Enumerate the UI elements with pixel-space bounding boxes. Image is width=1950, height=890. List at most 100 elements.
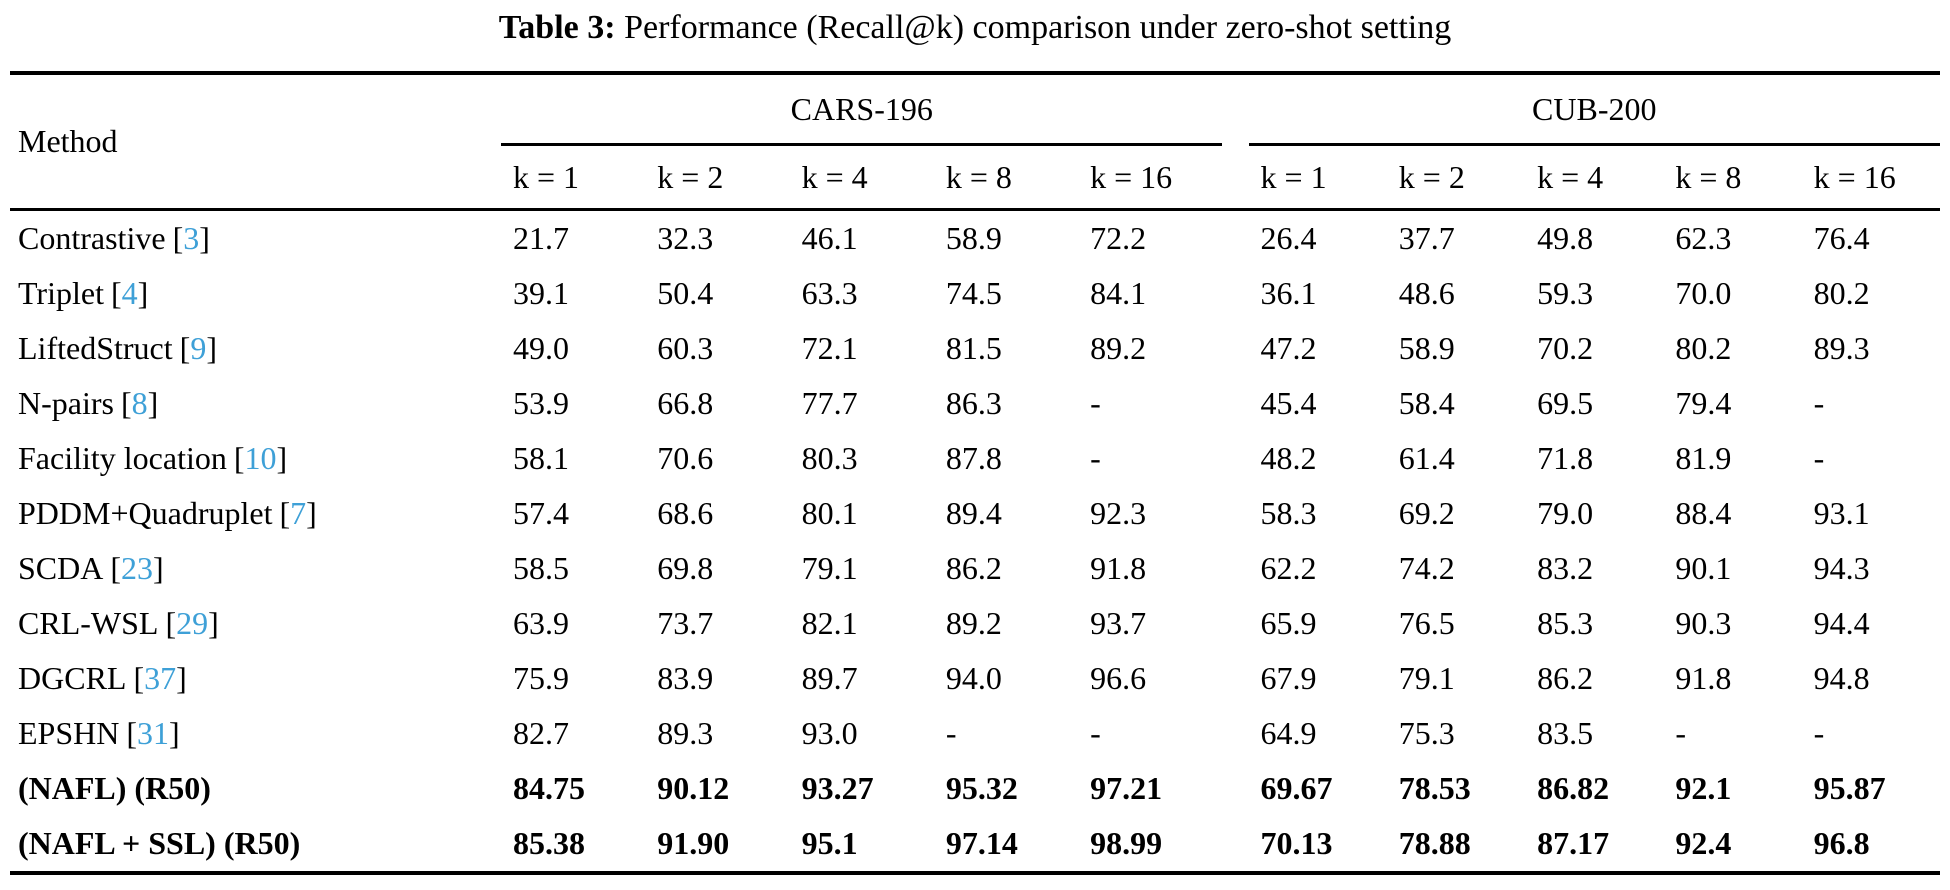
value-cell-cars-k1: 84.75 — [513, 770, 585, 806]
method-cell: SCDA [23] — [10, 541, 501, 596]
citation-number[interactable]: 31 — [137, 715, 170, 751]
citation-bracket-open: [ — [172, 220, 184, 256]
value-cell-cars-k1: 39.1 — [513, 275, 569, 311]
table-row: Triplet [4] 39.1 50.4 63.3 74.5 84.1 36.1 48.6 59… — [10, 266, 1940, 321]
value-cell-cars-k1: 75.9 — [513, 660, 569, 696]
value-cell-cub-k4: 49.8 — [1537, 220, 1594, 256]
value-cell-cub-k1: 70.13 — [1248, 816, 1387, 875]
value-cell-cub-k8: 90.3 — [1675, 605, 1732, 641]
citation[interactable]: [29] — [165, 605, 218, 641]
value-cell-cars-k16: 84.1 — [1090, 275, 1147, 311]
method-cell: Contrastive [3] — [10, 210, 501, 267]
citation-number[interactable]: 23 — [121, 550, 154, 586]
value-cell-cars-k16: 92.3 — [1090, 495, 1147, 531]
citation-number[interactable]: 7 — [290, 495, 307, 531]
value-cell-cars-k1: 53.9 — [513, 385, 569, 421]
value-cell-cars-k2: 70.6 — [657, 440, 714, 476]
method-label: (NAFL) (R50) — [18, 770, 211, 806]
value-cell-cars-k8: 74.5 — [945, 275, 1002, 311]
citation[interactable]: [7] — [280, 495, 317, 531]
column-gap — [1222, 651, 1248, 706]
citation[interactable]: [37] — [133, 660, 186, 696]
method-label: N-pairs — [18, 385, 114, 421]
citation-bracket-open: [ — [126, 715, 138, 751]
value-cell-cars-k1: 82.7 — [513, 715, 569, 751]
value-cell-cub-k8: 92.4 — [1663, 816, 1802, 875]
citation-number[interactable]: 8 — [131, 385, 148, 421]
value-cell-cars-k1: 49.0 — [513, 330, 569, 366]
citation[interactable]: [10] — [234, 440, 287, 476]
method-cell: N-pairs [8] — [10, 376, 501, 431]
citation-number[interactable]: 37 — [144, 660, 177, 696]
value-cell-cars-k16: 96.6 — [1090, 660, 1147, 696]
column-gap — [1222, 321, 1248, 376]
table-row: CRL-WSL [29] 63.9 73.7 82.1 89.2 93.7 65.9 76.5 8… — [10, 596, 1940, 651]
citation-number[interactable]: 9 — [190, 330, 207, 366]
value-cell-cub-k1: 58.3 — [1260, 495, 1317, 531]
value-cell-cars-k8: 86.3 — [945, 385, 1002, 421]
citation-number[interactable]: 4 — [121, 275, 138, 311]
table-row: Contrastive [3] 21.7 32.3 46.1 58.9 72.2 26.4 37… — [10, 210, 1940, 267]
table-row: (NAFL) (R50) 84.75 90.12 93.27 95.32 97.21 69.… — [10, 761, 1940, 816]
value-cell-cub-k4: 83.2 — [1537, 550, 1594, 586]
method-label: EPSHN — [18, 715, 120, 751]
value-cell-cars-k1: 58.1 — [513, 440, 569, 476]
value-cell-cub-k1: 48.2 — [1260, 440, 1317, 476]
citation[interactable]: [4] — [111, 275, 148, 311]
value-cell-cub-k8: 81.9 — [1675, 440, 1732, 476]
citation-number[interactable]: 29 — [176, 605, 209, 641]
citation-bracket-close: ] — [206, 330, 217, 366]
value-cell-cars-k2: 83.9 — [657, 660, 714, 696]
citation-bracket-open: [ — [133, 660, 145, 696]
value-cell-cub-k16: 95.87 — [1813, 770, 1886, 806]
value-cell-cub-k1: 69.67 — [1260, 770, 1333, 806]
value-cell-cars-k1: 57.4 — [513, 495, 569, 531]
value-cell-cub-k16: 93.1 — [1813, 495, 1870, 531]
value-cell-cars-k2: 73.7 — [657, 605, 714, 641]
value-cell-cub-k16: - — [1813, 385, 1825, 421]
citation[interactable]: [23] — [110, 550, 163, 586]
value-cell-cars-k4: 72.1 — [801, 330, 858, 366]
column-gap — [1222, 376, 1248, 431]
citation-bracket-open: [ — [279, 495, 291, 531]
citation-bracket-open: [ — [110, 550, 122, 586]
value-cell-cub-k16: - — [1813, 715, 1825, 751]
citation-bracket-open: [ — [121, 385, 132, 421]
group-header-cub-200: CUB-200 — [1248, 73, 1940, 146]
value-cell-cars-k8: 89.4 — [945, 495, 1002, 531]
method-label: PDDM+Quadruplet — [18, 495, 273, 531]
value-cell-cub-k2: 48.6 — [1398, 275, 1455, 311]
citation-number[interactable]: 10 — [244, 440, 277, 476]
value-cell-cars-k8: 86.2 — [945, 550, 1002, 586]
value-cell-cub-k2: 78.53 — [1398, 770, 1471, 806]
value-cell-cars-k8: 94.0 — [945, 660, 1002, 696]
citation-number[interactable]: 3 — [183, 220, 200, 256]
citation[interactable]: [8] — [121, 385, 158, 421]
table-row: (NAFL + SSL) (R50) 85.38 91.90 95.1 97.14 98.… — [10, 816, 1940, 875]
citation[interactable]: [9] — [180, 330, 217, 366]
value-cell-cub-k1: 65.9 — [1260, 605, 1317, 641]
value-cell-cub-k1: 67.9 — [1260, 660, 1317, 696]
value-cell-cars-k2: 32.3 — [657, 220, 714, 256]
value-cell-cars-k2: 89.3 — [657, 715, 714, 751]
performance-table: Method CARS-196 CUB-200 k = 1 k = 2 k = … — [10, 71, 1940, 875]
subheader-cub-k8: k = 8 — [1663, 144, 1802, 211]
value-cell-cars-k1: 21.7 — [513, 220, 569, 256]
value-cell-cars-k4: 93.0 — [801, 715, 858, 751]
value-cell-cub-k8: 62.3 — [1675, 220, 1732, 256]
value-cell-cars-k1: 63.9 — [513, 605, 569, 641]
citation[interactable]: [31] — [126, 715, 179, 751]
subheader-cub-k4: k = 4 — [1525, 144, 1664, 211]
value-cell-cub-k4: 69.5 — [1537, 385, 1594, 421]
value-cell-cars-k8: - — [945, 715, 957, 751]
value-cell-cars-k16: - — [1090, 440, 1101, 476]
subheader-cars-k4: k = 4 — [789, 144, 934, 211]
method-cell: (NAFL + SSL) (R50) — [10, 816, 501, 875]
value-cell-cars-k4: 89.7 — [801, 660, 858, 696]
citation[interactable]: [3] — [173, 220, 210, 256]
value-cell-cub-k16: 80.2 — [1813, 275, 1870, 311]
table-row: LiftedStruct [9] 49.0 60.3 72.1 81.5 89.2 47.2 5… — [10, 321, 1940, 376]
table-row: EPSHN [31] 82.7 89.3 93.0 - - 64.9 75.3 83.5 - - — [10, 706, 1940, 761]
method-cell: (NAFL) (R50) — [10, 761, 501, 816]
value-cell-cub-k2: 58.4 — [1398, 385, 1455, 421]
